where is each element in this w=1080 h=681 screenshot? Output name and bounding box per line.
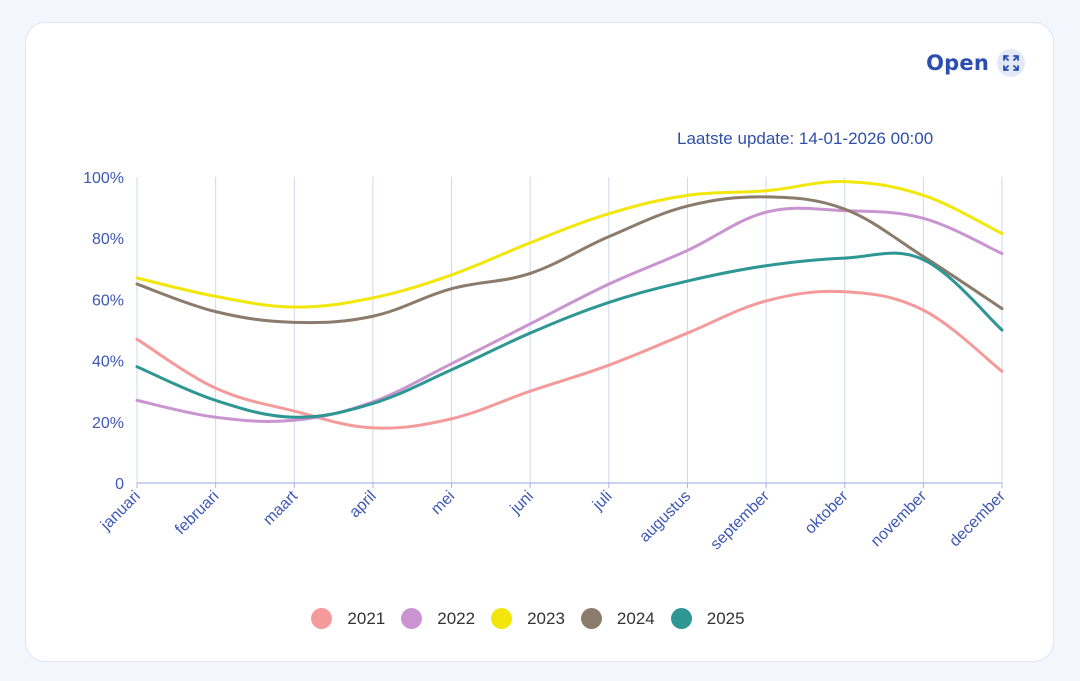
legend-label: 2025 [706, 608, 745, 628]
x-tick-label-september: september [707, 487, 773, 553]
last-update-text: Laatste update: 14-01-2026 00:00 [677, 129, 934, 148]
x-tick-label-december: december [946, 487, 1009, 550]
legend-label: 2022 [437, 608, 476, 628]
legend-dot-icon [670, 608, 692, 629]
legend-item-2021[interactable]: 2021 [311, 608, 385, 629]
series-line-2024[interactable] [135, 195, 1004, 325]
legend-item-2022[interactable]: 2022 [401, 608, 475, 629]
x-tick-label-juli: juli [589, 488, 616, 515]
series-line-2023[interactable] [135, 180, 1004, 309]
y-tick-label: 100% [83, 170, 124, 187]
legend-label: 2024 [616, 608, 655, 628]
series-line-2021[interactable] [135, 289, 1004, 430]
x-tick-label-april: april [346, 488, 379, 521]
x-tick-label-oktober: oktober [802, 487, 852, 537]
chart-card: Open Laatste update: 14-01-2026 00:00 [25, 22, 1054, 662]
x-tick-label-juni: juni [507, 488, 537, 518]
legend-dot-icon [401, 608, 423, 629]
x-tick-label-mei: mei [428, 488, 458, 518]
y-tick-label: 80% [92, 231, 124, 248]
expand-icon [997, 49, 1025, 77]
x-tick-label-augustus: augustus [636, 488, 694, 546]
series-line-2022[interactable] [135, 206, 1004, 423]
open-label: Open [926, 51, 989, 75]
legend-label: 2023 [527, 608, 565, 628]
y-tick-label: 60% [92, 292, 124, 309]
chart-legend: 2021 2022 2023 2024 2025 [0, 608, 1068, 629]
x-tick-label-maart: maart [260, 487, 301, 528]
x-tick-label-februari: februari [172, 488, 222, 538]
legend-dot-icon [491, 608, 513, 629]
legend-label: 2021 [347, 608, 386, 628]
legend-item-2025[interactable]: 2025 [670, 608, 745, 629]
x-tick-label-november: november [868, 487, 931, 550]
y-tick-label: 40% [92, 354, 124, 371]
x-tick-label-januari: januari [97, 488, 144, 535]
legend-dot-icon [580, 608, 602, 629]
open-button[interactable]: Open [926, 49, 1025, 77]
y-tick-label: 20% [92, 415, 124, 432]
series-line-2025[interactable] [135, 251, 1004, 419]
legend-item-2023[interactable]: 2023 [491, 608, 565, 629]
legend-dot-icon [311, 608, 333, 629]
legend-item-2024[interactable]: 2024 [580, 608, 655, 629]
y-tick-label: 0 [115, 476, 124, 493]
